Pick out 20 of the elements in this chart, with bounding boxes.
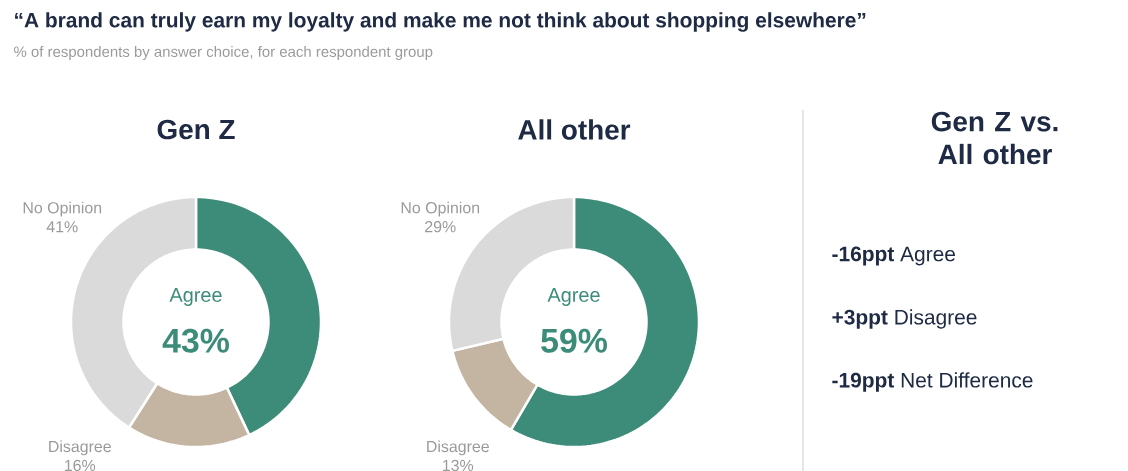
slice-label: No Opinion <box>401 201 480 217</box>
text: “A brand can truly earn my loyalty and make me not think about shopping elsewhere” <box>15 12 866 32</box>
text: -16ppt Agree <box>832 246 955 266</box>
slice-label: Disagree <box>427 440 489 456</box>
slice-label: No Opinion <box>23 201 102 217</box>
text: +3ppt Disagree <box>832 309 977 329</box>
data-label: 41% <box>46 221 78 233</box>
text: -19ppt Net Difference <box>832 372 1033 392</box>
data-label: 43% <box>162 328 229 353</box>
data-label: 16% <box>65 459 96 471</box>
data-label: 29% <box>425 221 456 233</box>
slice-label: Disagree <box>49 440 111 456</box>
slice-label: Agree <box>547 288 600 306</box>
chart-title: Gen Z <box>157 119 235 140</box>
data-label: 59% <box>541 328 608 353</box>
chart-title: All other <box>518 119 631 140</box>
text: % of respondents by answer choice, for each respondent group <box>14 46 433 60</box>
slice-label: Agree <box>169 288 222 306</box>
data-label: 13% <box>443 459 474 471</box>
text: Gen Z vs. All other <box>931 111 1058 165</box>
